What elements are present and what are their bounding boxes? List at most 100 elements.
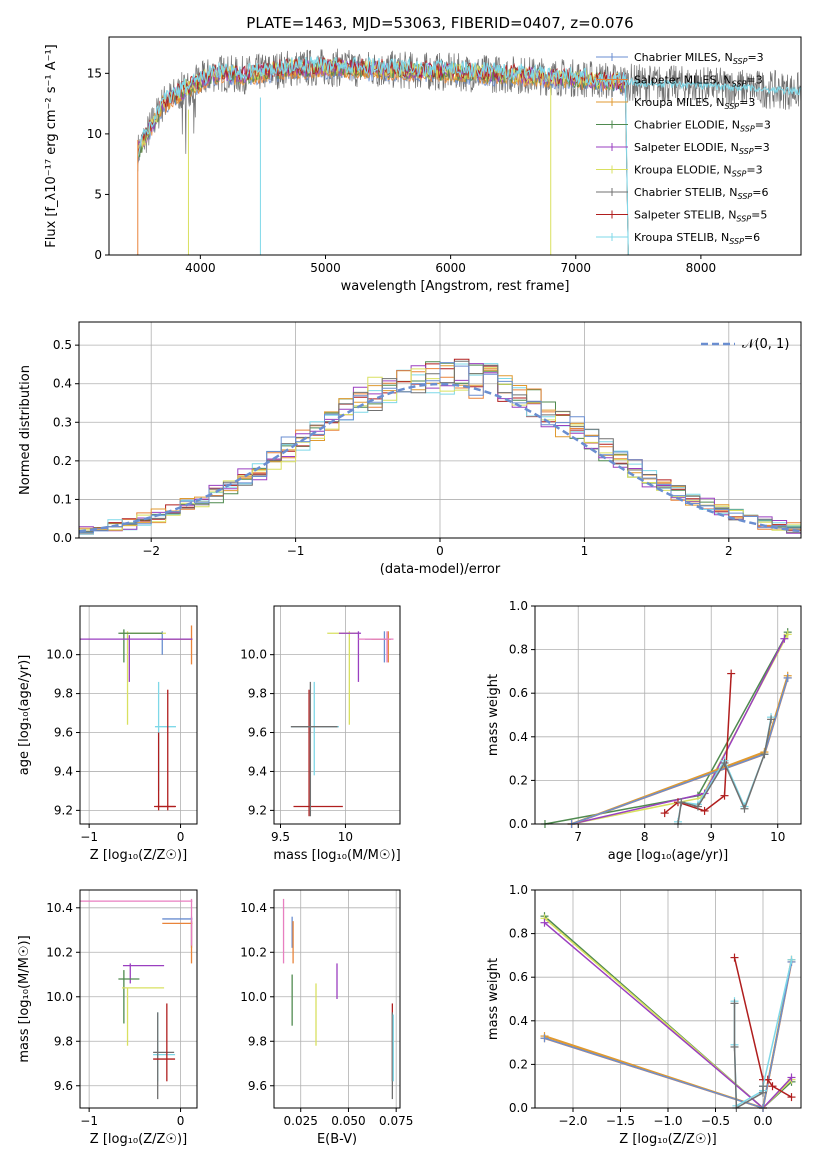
x-tick-label: −1 — [287, 544, 305, 558]
model-spectrum — [137, 60, 629, 255]
y-axis-label: mass weight — [486, 674, 501, 756]
legend-n: =3 — [746, 74, 762, 87]
errorbars — [282, 898, 394, 1100]
y-tick-label: 10.4 — [240, 901, 267, 915]
x-tick-label: 0.050 — [331, 1114, 365, 1128]
weight-series-line — [571, 633, 789, 825]
y-tick-label: 9.4 — [54, 764, 73, 778]
x-tick-label: −1.0 — [653, 1114, 682, 1128]
x-tick-label: −1 — [80, 1114, 98, 1128]
age-vs-mass-panel: 9.5 10 9.2 9.4 9.6 9.8 10.0 mass [log₁₀(M/M☉)] — [240, 605, 401, 863]
age-vs-metallicity-panel: −1 0 9.2 9.4 9.6 9.8 10.0 Z [log₁₀(Z/Z☉)] age [l… — [17, 605, 198, 863]
y-tick-label: 1.0 — [509, 883, 528, 897]
spectrum-panel: 4000 5000 6000 7000 8000 0 5 10 15 wavelength [An… — [44, 36, 802, 294]
model-spectrum — [137, 62, 629, 255]
histograms — [79, 358, 801, 535]
x-tick-label: −1.5 — [606, 1114, 635, 1128]
y-tick-label: 0.0 — [53, 531, 72, 545]
y-tick-label: 10 — [87, 127, 102, 141]
mass-vs-ebv-panel: 0.025 0.050 0.075 9.6 9.8 10.0 10.2 10.4 E(B-V) — [240, 889, 413, 1147]
y-axis-label: Flux [f_λ10⁻¹⁷ erg cm⁻² s⁻¹ A⁻¹] — [44, 44, 59, 248]
weight-series-line — [544, 631, 789, 825]
x-tick-label: −1 — [80, 830, 98, 844]
y-tick-label: 0.2 — [509, 773, 528, 787]
plot-frame — [273, 889, 401, 1109]
plot-frame — [108, 36, 802, 256]
y-axis-label: mass [log₁₀(M/M☉)] — [17, 935, 32, 1062]
y-tick-label: 9.8 — [248, 687, 267, 701]
y-tick-label: 0 — [94, 248, 102, 262]
legend-subscript: SSP — [732, 170, 747, 179]
legend-subscript: SSP — [733, 57, 748, 66]
x-tick-label: −0.5 — [701, 1114, 730, 1128]
y-tick-label: 0.1 — [53, 492, 72, 506]
y-tick-label: 9.6 — [54, 726, 73, 740]
legend-n: =3 — [739, 96, 755, 109]
legend-subscript: SSP — [736, 215, 751, 224]
y-tick-label: 9.4 — [248, 764, 267, 778]
y-tick-label: 9.2 — [248, 803, 267, 817]
x-tick-label: 7 — [574, 830, 582, 844]
x-tick-label: 9 — [707, 830, 715, 844]
errorbars — [290, 631, 394, 817]
kroupa-stelib-extension — [625, 77, 801, 96]
legend-subscript: SSP — [724, 102, 739, 111]
spectrum-lines — [137, 48, 801, 255]
legend-n: =3 — [747, 51, 763, 64]
y-tick-label: 9.6 — [248, 726, 267, 740]
y-tick-label: 5 — [94, 187, 102, 201]
x-tick-label: 0 — [177, 830, 185, 844]
histogram-steps — [79, 367, 801, 531]
legend-subscript: SSP — [732, 80, 747, 89]
y-tick-label: 0.4 — [509, 730, 528, 744]
x-axis-label: wavelength [Angstrom, rest frame] — [341, 279, 570, 294]
x-tick-label: −2.0 — [558, 1114, 587, 1128]
legend-model: Chabrier MILES, N — [634, 51, 733, 64]
legend-n: =5 — [751, 209, 767, 222]
y-tick-label: 0.0 — [509, 1101, 528, 1115]
x-tick-label: 7000 — [560, 261, 591, 275]
model-spectrum — [137, 62, 629, 255]
y-axis-label: Normed distribution — [18, 365, 33, 495]
x-tick-label: 0 — [436, 544, 444, 558]
legend-n: =3 — [755, 119, 771, 132]
figure-title: PLATE=1463, MJD=53063, FIBERID=0407, z=0… — [246, 14, 633, 32]
gaussian-curve — [79, 382, 801, 533]
plot-frame — [534, 889, 802, 1109]
y-tick-label: 0.6 — [509, 686, 528, 700]
legend-model: Salpeter MILES, N — [634, 74, 732, 87]
legend-label: Chabrier MILES, NSSP=3 — [634, 51, 764, 66]
legend-n: =6 — [752, 186, 768, 199]
y-tick-label: 1.0 — [509, 599, 528, 613]
y-tick-label: 9.6 — [54, 1079, 73, 1093]
x-tick-label: 1 — [581, 544, 589, 558]
y-tick-label: 0.3 — [53, 415, 72, 429]
y-tick-label: 0.6 — [509, 970, 528, 984]
legend-label: Kroupa ELODIE, NSSP=3 — [634, 164, 763, 179]
y-tick-label: 0.4 — [509, 1014, 528, 1028]
x-axis-label: E(B-V) — [317, 1132, 357, 1147]
x-tick-label: 0 — [177, 1114, 185, 1128]
x-axis-label: Z [log₁₀(Z/Z☉)] — [90, 848, 187, 863]
legend-n: =6 — [744, 231, 760, 244]
x-tick-label: 0.025 — [284, 1114, 318, 1128]
x-tick-label: 10 — [338, 830, 353, 844]
y-tick-label: 10.4 — [46, 901, 73, 915]
x-axis-label: age [log₁₀(age/yr)] — [608, 848, 729, 863]
y-axis-label: mass weight — [486, 958, 501, 1040]
model-spectrum — [137, 56, 629, 255]
legend-subscript: SSP — [729, 237, 744, 246]
y-tick-label: 9.8 — [54, 687, 73, 701]
x-tick-label: 10 — [770, 830, 785, 844]
legend-model: Chabrier STELIB, N — [634, 186, 738, 199]
x-axis-label: mass [log₁₀(M/M☉)] — [273, 848, 400, 863]
legend-model: Salpeter ELODIE, N — [634, 141, 739, 154]
y-tick-label: 10.0 — [46, 648, 73, 662]
legend-label: Salpeter STELIB, NSSP=5 — [634, 209, 767, 224]
legend-model: Chabrier ELODIE, N — [634, 119, 740, 132]
errorbars — [80, 625, 193, 811]
legend-label: Salpeter MILES, NSSP=3 — [634, 74, 763, 89]
y-tick-label: 9.8 — [248, 1034, 267, 1048]
x-tick-label: 8 — [641, 830, 649, 844]
legend-subscript: SSP — [738, 192, 753, 201]
